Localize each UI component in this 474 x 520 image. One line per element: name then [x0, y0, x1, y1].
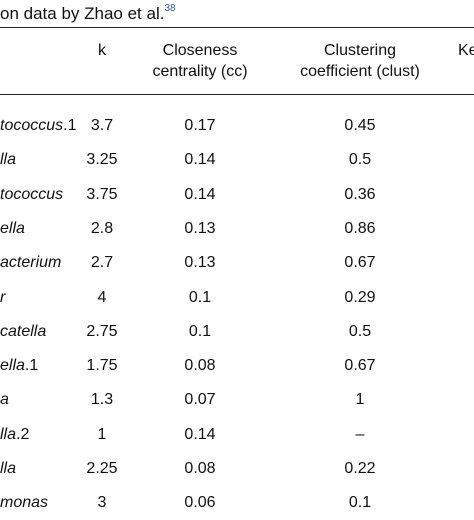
closeness-cell: 0.14: [184, 185, 216, 203]
taxon-cell: lla: [0, 452, 16, 486]
k-cell: 2.7: [90, 254, 114, 272]
header-closeness: Closeness centrality (cc): [140, 40, 260, 82]
taxon-name: r: [0, 288, 6, 306]
clustering-cell: 0.22: [344, 460, 376, 477]
taxon-name: lla: [0, 425, 17, 443]
table-row: ella.1 1.75 0.08 0.67: [0, 349, 474, 383]
header-clustering: Clustering coefficient (clust): [275, 40, 445, 82]
closeness-cell: 0.08: [184, 357, 216, 375]
closeness-cell: 0.06: [184, 494, 216, 512]
clustering-cell: 0.29: [344, 288, 376, 306]
clustering-cell: 0.5: [348, 151, 372, 169]
clustering-cell: 0.67: [344, 254, 376, 272]
closeness-cell: 0.14: [184, 151, 216, 169]
taxon-name: lla: [0, 460, 17, 477]
header-closeness-line1: Closeness: [162, 42, 238, 59]
reference-link[interactable]: 38: [164, 3, 176, 14]
clustering-cell: 0.36: [344, 185, 376, 203]
taxon-name: ella: [0, 357, 25, 375]
k-cell: 3.7: [90, 117, 114, 134]
taxon-name: catella: [0, 322, 47, 340]
table-row: catella 2.75 0.1 0.5: [0, 315, 474, 349]
closeness-cell: 0.14: [184, 425, 216, 443]
table-row: r 4 0.1 0.29: [0, 281, 474, 315]
table-caption: on data by Zhao et al.38: [0, 0, 176, 23]
taxon-cell: ella: [0, 212, 25, 246]
table-row: a 1.3 0.07 1: [0, 383, 474, 417]
table-row: lla 3.25 0.14 0.5: [0, 143, 474, 177]
caption-text: on data by Zhao et al.: [0, 4, 165, 23]
taxon-name: acterium: [0, 254, 62, 272]
k-cell: 3.75: [86, 185, 118, 203]
taxon-cell: catella: [0, 315, 46, 349]
table-row: lla 2.25 0.08 0.22: [0, 452, 474, 486]
k-cell: 4: [97, 288, 107, 306]
taxon-cell: lla: [0, 143, 16, 177]
taxon-cell: acterium: [0, 246, 61, 280]
taxon-name: monas: [0, 494, 49, 512]
table-row: lla.2 1 0.14 –: [0, 418, 474, 452]
taxon-name: a: [0, 391, 9, 409]
header-rule: [0, 94, 474, 95]
closeness-cell: 0.17: [184, 117, 216, 134]
taxon-name: lla: [0, 151, 17, 169]
k-cell: 2.25: [86, 460, 118, 477]
table-row: tococcus 3.75 0.14 0.36: [0, 178, 474, 212]
k-cell: 1.75: [86, 357, 118, 375]
header-clustering-line2: coefficient (clust): [300, 63, 420, 80]
taxon-cell: tococcus: [0, 178, 63, 212]
taxon-cell: ella.1: [0, 349, 38, 383]
taxon-name: tococcus: [0, 117, 64, 134]
k-cell: 3: [97, 494, 107, 512]
k-cell: 2.8: [90, 219, 114, 237]
clustering-cell: 0.86: [344, 219, 376, 237]
taxon-suffix: .1: [63, 117, 77, 134]
clustering-cell: –: [355, 425, 365, 443]
table-row: ella 2.8 0.13 0.86: [0, 212, 474, 246]
closeness-cell: 0.13: [184, 219, 216, 237]
taxon-suffix: .1: [24, 357, 39, 375]
clustering-cell: 1: [355, 391, 365, 409]
closeness-cell: 0.1: [188, 288, 212, 306]
header-cut-off: Ke: [458, 42, 474, 59]
closeness-cell: 0.13: [184, 254, 216, 272]
header-clustering-line1: Clustering: [323, 42, 397, 59]
clustering-cell: 0.5: [348, 322, 372, 340]
clustering-cell: 0.45: [344, 117, 376, 134]
header-k: k: [98, 42, 106, 59]
taxon-suffix: .2: [16, 425, 30, 443]
taxon-cell: a: [0, 383, 9, 417]
closeness-cell: 0.1: [188, 322, 212, 340]
taxon-cell: r: [0, 281, 5, 315]
table-row: tococcus.1 3.7 0.17 0.45: [0, 109, 474, 143]
table-row: acterium 2.7 0.13 0.67: [0, 246, 474, 280]
top-rule: [0, 27, 474, 28]
k-cell: 1.3: [90, 391, 114, 409]
taxon-cell: tococcus.1: [0, 109, 76, 143]
k-cell: 3.25: [86, 151, 118, 169]
clustering-cell: 0.1: [348, 494, 372, 512]
taxon-cell: monas: [0, 486, 48, 520]
table-row: monas 3 0.06 0.1: [0, 486, 474, 520]
closeness-cell: 0.08: [184, 460, 216, 477]
taxon-cell: lla.2: [0, 418, 29, 452]
taxon-name: ella: [0, 219, 25, 237]
closeness-cell: 0.07: [184, 391, 216, 409]
taxon-name: tococcus: [0, 185, 64, 203]
clustering-cell: 0.67: [344, 357, 376, 375]
k-cell: 2.75: [86, 322, 118, 340]
header-closeness-line2: centrality (cc): [152, 63, 248, 80]
k-cell: 1: [97, 425, 107, 443]
